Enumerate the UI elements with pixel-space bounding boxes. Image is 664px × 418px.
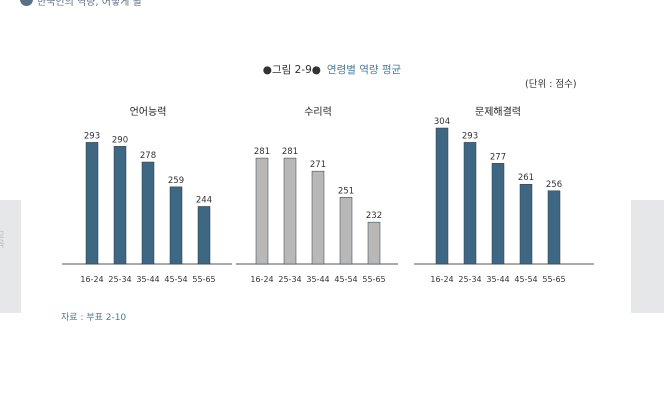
category-label: 45-54 <box>514 275 537 284</box>
bar <box>311 170 325 265</box>
value-label: 281 <box>254 147 270 157</box>
category-label: 25-34 <box>278 275 301 284</box>
panel-title: 수리력 <box>304 106 332 118</box>
bar <box>85 142 99 265</box>
bar <box>255 157 269 265</box>
value-label: 290 <box>112 135 128 145</box>
figure-name: 연령별 역량 평균 <box>326 64 402 76</box>
bar <box>141 161 155 265</box>
bar <box>547 190 561 265</box>
figure-number: ●그림 2-9● <box>262 64 321 76</box>
category-label: 16-24 <box>80 275 103 284</box>
value-label: 293 <box>84 131 100 141</box>
value-label: 281 <box>282 147 298 157</box>
bar <box>169 186 183 265</box>
category-label: 45-54 <box>164 275 187 284</box>
bar <box>519 183 533 265</box>
side-tab-text: 교육 <box>0 230 4 248</box>
side-tab-left: 교육 <box>0 200 21 313</box>
category-label: 35-44 <box>306 275 329 284</box>
header-text: 한국인의 역량, 어떻게 될 <box>37 0 142 8</box>
category-label: 55-65 <box>542 275 565 284</box>
value-label: 293 <box>462 131 478 141</box>
category-label: 55-65 <box>192 275 215 284</box>
bar <box>339 197 353 265</box>
category-label: 25-34 <box>108 275 131 284</box>
category-label: 35-44 <box>136 275 159 284</box>
bar <box>367 221 381 265</box>
value-label: 259 <box>168 176 184 186</box>
bar <box>113 146 127 265</box>
value-label: 256 <box>546 180 562 190</box>
unit-label: (단위 : 점수) <box>525 79 577 90</box>
category-label: 35-44 <box>486 275 509 284</box>
bar <box>197 206 211 265</box>
bar <box>491 163 505 265</box>
bar <box>435 127 449 265</box>
category-label: 25-34 <box>458 275 481 284</box>
side-tab-right <box>631 200 664 313</box>
panel-title: 언어능력 <box>130 106 167 118</box>
header-strip: 한국인의 역량, 어떻게 될 <box>0 0 664 10</box>
bar <box>283 157 297 265</box>
chapter-circle-icon <box>20 0 33 6</box>
value-label: 251 <box>338 186 354 196</box>
category-label: 16-24 <box>250 275 273 284</box>
value-label: 277 <box>490 152 506 162</box>
category-label: 45-54 <box>334 275 357 284</box>
figure-title: ●그림 2-9● 연령별 역량 평균 <box>0 62 664 77</box>
value-label: 271 <box>310 160 326 170</box>
value-label: 278 <box>140 151 156 161</box>
category-label: 16-24 <box>430 275 453 284</box>
value-label: 304 <box>434 117 450 127</box>
category-label: 55-65 <box>362 275 385 284</box>
panel-title: 문제해결력 <box>475 105 521 118</box>
value-label: 244 <box>196 195 212 205</box>
value-label: 232 <box>366 211 382 221</box>
bar <box>463 142 477 265</box>
source-note: 자료 : 부표 2-10 <box>61 313 127 323</box>
value-label: 261 <box>518 173 534 183</box>
